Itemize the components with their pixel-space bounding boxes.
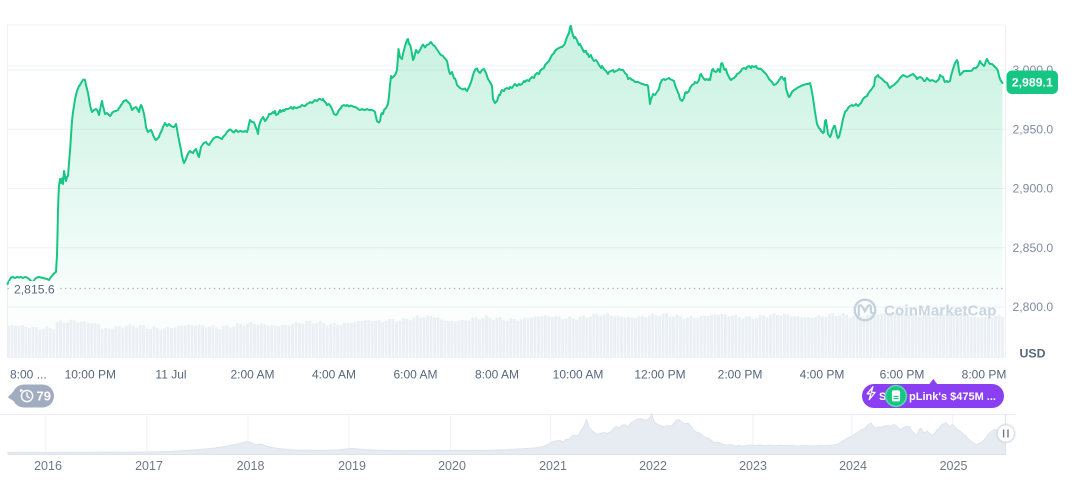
- svg-text:2018: 2018: [237, 459, 265, 473]
- svg-text:2017: 2017: [135, 459, 163, 473]
- svg-text:10:00 AM: 10:00 AM: [553, 367, 604, 381]
- svg-text:6:00 PM: 6:00 PM: [880, 367, 925, 381]
- svg-text:USD: USD: [1020, 347, 1046, 361]
- svg-text:2,989.1: 2,989.1: [1012, 76, 1053, 90]
- svg-text:2:00 AM: 2:00 AM: [230, 367, 274, 381]
- svg-text:8:00 PM: 8:00 PM: [962, 367, 1007, 381]
- svg-text:2,900.0: 2,900.0: [1013, 182, 1054, 196]
- svg-text:2021: 2021: [539, 459, 567, 473]
- svg-text:S: S: [879, 391, 886, 403]
- svg-text:2016: 2016: [34, 459, 62, 473]
- svg-text:12:00 PM: 12:00 PM: [634, 367, 685, 381]
- svg-text:8:00 AM: 8:00 AM: [475, 367, 519, 381]
- svg-text:2:00 PM: 2:00 PM: [718, 367, 763, 381]
- svg-text:2,800.0: 2,800.0: [1013, 300, 1054, 314]
- svg-text:2,850.0: 2,850.0: [1013, 241, 1054, 255]
- svg-text:4:00 PM: 4:00 PM: [800, 367, 845, 381]
- svg-text:8:00 ...: 8:00 ...: [10, 367, 47, 381]
- svg-text:2,815.6: 2,815.6: [14, 282, 55, 296]
- svg-text:2020: 2020: [438, 459, 466, 473]
- svg-text:79: 79: [37, 389, 51, 404]
- svg-text:pLink's $475M ...: pLink's $475M ...: [909, 391, 996, 403]
- svg-text:11 Jul: 11 Jul: [155, 367, 186, 381]
- svg-text:6:00 AM: 6:00 AM: [393, 367, 437, 381]
- svg-text:10:00 PM: 10:00 PM: [65, 367, 116, 381]
- svg-text:2019: 2019: [338, 459, 366, 473]
- svg-text:4:00 AM: 4:00 AM: [312, 367, 356, 381]
- svg-text:2025: 2025: [940, 459, 968, 473]
- svg-text:2,950.0: 2,950.0: [1013, 123, 1054, 137]
- svg-text:2023: 2023: [739, 459, 767, 473]
- svg-text:2022: 2022: [639, 459, 667, 473]
- svg-text:2024: 2024: [839, 459, 867, 473]
